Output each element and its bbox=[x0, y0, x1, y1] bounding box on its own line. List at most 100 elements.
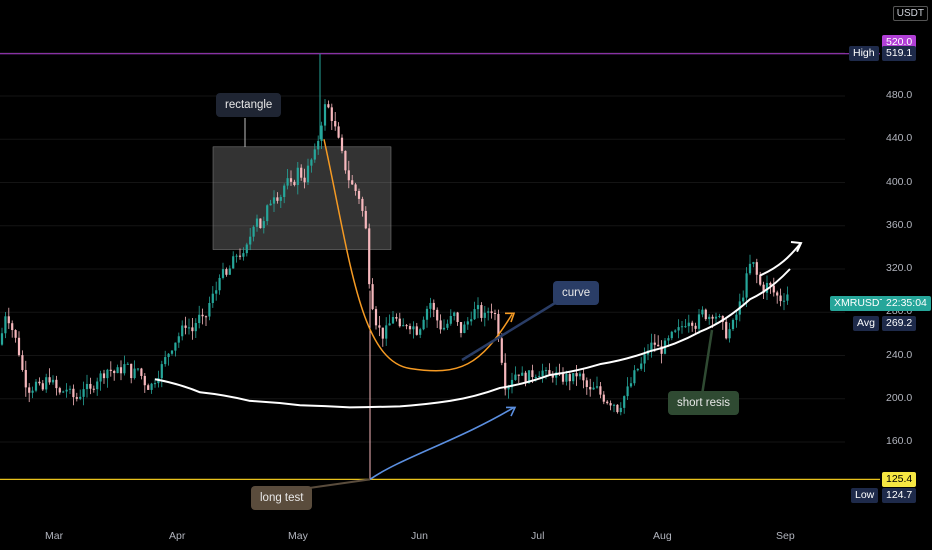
candle-body bbox=[388, 323, 391, 326]
candle-body bbox=[718, 315, 721, 317]
candle-body bbox=[527, 370, 531, 384]
candle-body bbox=[432, 302, 435, 310]
currency-badge[interactable]: USDT bbox=[892, 6, 928, 21]
candle-body bbox=[92, 388, 95, 390]
time-tick-label: Apr bbox=[169, 530, 186, 542]
time-tick-label: Mar bbox=[45, 530, 64, 542]
candle-body bbox=[266, 205, 269, 222]
low-label: Low bbox=[851, 487, 879, 503]
candle-body bbox=[531, 370, 534, 378]
orange-curve-drawing[interactable] bbox=[323, 139, 513, 372]
candle-body bbox=[293, 181, 296, 186]
candle-body bbox=[436, 309, 439, 321]
chart-grid bbox=[0, 52, 845, 443]
candle-body bbox=[72, 388, 75, 398]
candle-body bbox=[439, 320, 442, 330]
candle-body bbox=[398, 318, 401, 327]
candle-body bbox=[106, 369, 109, 379]
price-tick-label: 160.0 bbox=[886, 435, 913, 447]
candle-body bbox=[725, 321, 728, 339]
long-test-annotation[interactable]: long test bbox=[251, 486, 313, 510]
countdown-price-tag: 22:35:04 bbox=[882, 296, 931, 312]
candle-body bbox=[497, 313, 500, 339]
candle-body bbox=[198, 314, 201, 324]
candle-body bbox=[459, 322, 463, 333]
candle-body bbox=[255, 218, 259, 227]
candle-body bbox=[170, 350, 174, 354]
candle-body bbox=[89, 383, 92, 389]
candle-body bbox=[453, 312, 456, 316]
candle-body bbox=[334, 120, 337, 127]
candle-body bbox=[167, 353, 170, 358]
candle-body bbox=[466, 321, 469, 325]
candle-body bbox=[487, 311, 490, 313]
candlestick-series bbox=[0, 53, 789, 480]
candle-body bbox=[45, 377, 48, 390]
rectangle-drawing[interactable] bbox=[212, 146, 392, 250]
candle-body bbox=[629, 383, 633, 387]
candle-body bbox=[228, 268, 231, 275]
candle-body bbox=[456, 312, 459, 323]
candle-body bbox=[619, 407, 622, 413]
candle-body bbox=[340, 137, 344, 151]
candle-body bbox=[721, 315, 724, 322]
candle-body bbox=[364, 210, 367, 229]
moving-average-line bbox=[154, 268, 791, 409]
candle-body bbox=[572, 373, 575, 382]
white-arrow-drawing[interactable] bbox=[759, 243, 801, 277]
candle-body bbox=[126, 363, 129, 365]
candle-body bbox=[276, 197, 279, 201]
candle-body bbox=[759, 274, 762, 285]
candle-body bbox=[235, 255, 238, 257]
candle-body bbox=[296, 167, 299, 186]
candle-body bbox=[201, 314, 204, 317]
candle-body bbox=[323, 104, 327, 126]
candle-body bbox=[204, 316, 208, 318]
candle-body bbox=[48, 377, 51, 383]
candle-body bbox=[446, 323, 449, 328]
candle-body bbox=[578, 373, 582, 377]
candle-body bbox=[327, 104, 330, 108]
candle-body bbox=[589, 386, 592, 390]
candle-body bbox=[381, 327, 384, 339]
candle-body bbox=[412, 326, 415, 330]
candle-body bbox=[626, 386, 629, 397]
candle-body bbox=[684, 326, 687, 328]
candle-body bbox=[694, 325, 697, 329]
blue-arrow-drawing[interactable] bbox=[369, 406, 515, 481]
candle-body bbox=[575, 373, 578, 377]
candle-body bbox=[701, 309, 704, 315]
candle-body bbox=[755, 262, 758, 275]
candle-body bbox=[62, 391, 65, 393]
candle-body bbox=[463, 324, 466, 333]
candle-body bbox=[140, 368, 143, 376]
candle-body bbox=[490, 311, 493, 314]
candle-body bbox=[354, 184, 357, 191]
candle-body bbox=[218, 277, 221, 291]
time-tick-label: Jul bbox=[531, 530, 545, 542]
candle-body bbox=[194, 323, 197, 332]
candle-body bbox=[772, 285, 775, 293]
candle-body bbox=[337, 126, 340, 138]
candle-body bbox=[317, 140, 320, 150]
candle-body bbox=[313, 149, 316, 160]
candle-body bbox=[11, 323, 14, 331]
candle-body bbox=[534, 376, 537, 378]
candle-body bbox=[119, 367, 123, 374]
candle-body bbox=[79, 396, 82, 399]
price-tick-label: 320.0 bbox=[886, 262, 913, 274]
candle-body bbox=[368, 228, 371, 285]
candle-body bbox=[449, 315, 452, 324]
rectangle-annotation[interactable]: rectangle bbox=[216, 93, 282, 117]
candle-body bbox=[395, 317, 398, 319]
candle-body bbox=[640, 363, 643, 369]
blue-arrowhead bbox=[506, 406, 517, 417]
candle-body bbox=[442, 327, 446, 330]
candle-body bbox=[595, 386, 599, 388]
curve-annotation[interactable]: curve bbox=[553, 281, 600, 305]
candle-body bbox=[310, 159, 313, 166]
candle-body bbox=[728, 329, 731, 339]
candle-body bbox=[582, 373, 585, 381]
short-resis-annotation[interactable]: short resis bbox=[668, 391, 740, 415]
